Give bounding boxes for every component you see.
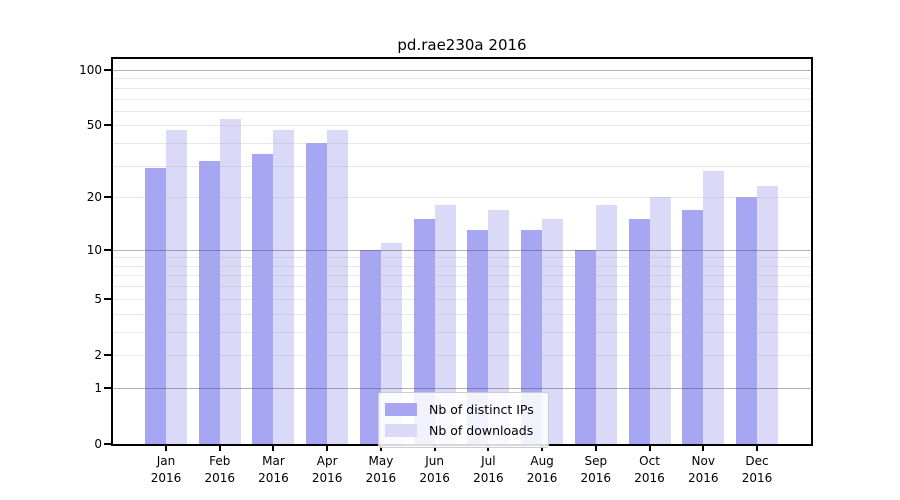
x-tick-label: Nov 2016 — [687, 454, 719, 485]
x-tick-label: Dec 2016 — [741, 454, 773, 485]
gridline-minor — [113, 143, 811, 145]
x-tick — [165, 446, 167, 451]
y-tick-label: 50 — [86, 118, 102, 133]
bar-distinct-ips-feb — [198, 160, 220, 444]
y-tick — [104, 196, 111, 199]
x-tick — [648, 446, 651, 451]
y-tick-label: 10 — [86, 242, 102, 257]
gridline-minor — [113, 265, 811, 267]
bar-distinct-ips-jul — [467, 230, 489, 444]
gridline-major — [113, 70, 811, 71]
bar-downloads-aug — [542, 219, 564, 444]
x-tick-label: Mar 2016 — [258, 454, 289, 485]
gridline-major — [113, 387, 811, 389]
gridline-minor — [113, 98, 811, 100]
y-tick — [104, 386, 111, 389]
y-tick-label: 2 — [94, 347, 102, 362]
bar-distinct-ips-dec — [735, 197, 757, 444]
x-tick-label: Feb 2016 — [204, 454, 235, 485]
bar-distinct-ips-jun — [413, 219, 435, 444]
gridline-minor — [113, 197, 811, 199]
x-tick-label: Aug 2016 — [526, 454, 558, 485]
y-tick — [104, 69, 111, 71]
x-tick — [702, 446, 705, 451]
bar-distinct-ips-jan — [145, 168, 166, 444]
bar-downloads-jun — [434, 205, 456, 444]
bar-downloads-mar — [273, 130, 295, 444]
legend-row-downloads: Nb of downloads — [385, 420, 534, 441]
y-tick — [104, 248, 111, 251]
x-tick — [594, 446, 597, 451]
bar-downloads-nov — [703, 171, 725, 444]
bar-distinct-ips-nov — [682, 209, 704, 444]
x-tick — [272, 446, 275, 451]
gridline-minor — [113, 110, 811, 112]
y-tick-label: 1 — [94, 380, 102, 395]
bar-distinct-ips-aug — [521, 230, 543, 444]
x-tick — [433, 446, 436, 451]
x-tick — [326, 446, 329, 451]
x-tick — [487, 446, 490, 451]
x-tick-label: Sep 2016 — [580, 454, 612, 485]
gridline-minor — [113, 165, 811, 167]
y-tick — [104, 297, 111, 300]
y-tick-label: 0 — [94, 437, 102, 451]
y-tick-label: 20 — [86, 190, 102, 205]
x-tick-label: May 2016 — [365, 454, 397, 485]
x-tick — [541, 446, 544, 451]
plot-area: 100 50 20 10 5 2 1 0 Jan 2016 Feb 2016 Mar 2016 Apr… — [79, 57, 813, 485]
x-tick — [755, 446, 758, 451]
legend: Nb of distinct IPs Nb of downloads — [378, 392, 549, 448]
gridline-minor — [113, 78, 811, 80]
gridline-minor — [113, 257, 811, 259]
gridline-minor — [113, 87, 811, 89]
bar-distinct-ips-mar — [252, 153, 274, 444]
bar-downloads-jan — [166, 130, 187, 444]
chart-title: pd.rae230a 2016 — [397, 36, 527, 54]
x-tick-label: Jan 2016 — [150, 454, 182, 485]
legend-swatch-downloads — [385, 424, 417, 437]
bar-downloads-jul — [488, 209, 510, 444]
gridline-minor — [113, 331, 811, 333]
gridline-minor — [113, 298, 811, 300]
bar-distinct-ips-sep — [574, 249, 596, 444]
x-tick — [379, 446, 382, 451]
gridline-minor — [113, 286, 811, 288]
legend-row-distinct-ips: Nb of distinct IPs — [385, 399, 534, 420]
bar-downloads-dec — [756, 186, 778, 444]
bar-downloads-sep — [595, 205, 617, 444]
y-tick — [104, 124, 111, 127]
legend-label-downloads: Nb of downloads — [429, 423, 534, 438]
bar-distinct-ips-apr — [306, 143, 328, 444]
x-tick — [218, 446, 221, 451]
gridline-minor — [113, 275, 811, 277]
gridline-minor — [113, 125, 811, 127]
bar-downloads-feb — [219, 119, 241, 444]
x-tick-label: Jul 2016 — [473, 454, 504, 485]
y-tick — [104, 353, 111, 356]
x-tick-label: Oct 2016 — [634, 454, 665, 485]
legend-label-distinct-ips: Nb of distinct IPs — [429, 402, 534, 417]
gridline-minor — [113, 313, 811, 315]
x-tick-label: Apr 2016 — [311, 454, 343, 485]
bar-distinct-ips-may — [359, 249, 381, 444]
bar-downloads-apr — [327, 130, 349, 444]
bar-downloads-oct — [649, 197, 671, 444]
bar-distinct-ips-oct — [628, 219, 650, 444]
y-tick-label: 5 — [94, 291, 102, 306]
legend-swatch-distinct-ips — [385, 403, 417, 416]
x-tick-label: Jun 2016 — [419, 454, 450, 485]
gridline-major — [113, 249, 811, 251]
y-tick-label: 100 — [79, 63, 102, 77]
gridline-minor — [113, 354, 811, 356]
y-tick — [104, 443, 111, 445]
